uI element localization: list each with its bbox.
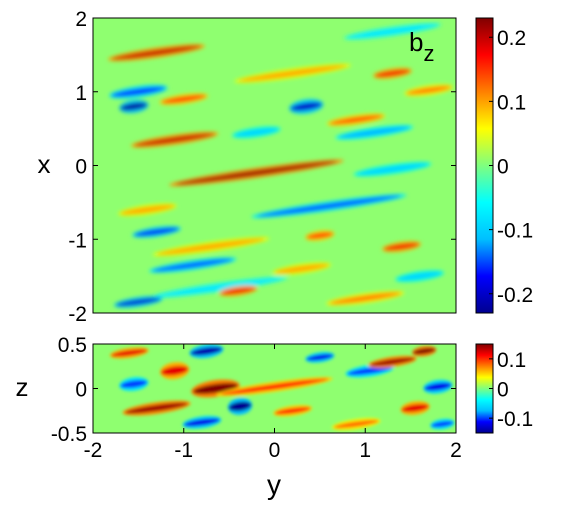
bottom-colorbar: -0.1 0 0.1 <box>475 343 533 434</box>
top-field-structure <box>238 65 347 82</box>
top-field-structure <box>306 232 334 239</box>
top-field-structure <box>290 102 322 111</box>
bottom-colorbar-ticks: -0.1 0 0.1 <box>489 349 533 431</box>
bottom-field-structure <box>412 348 436 355</box>
top-y-tick-label: -2 <box>68 303 87 326</box>
bottom-heatmap-streaks <box>109 344 455 431</box>
top-field-structure <box>220 287 257 295</box>
top-field-structure <box>257 195 401 217</box>
bottom-field-structure <box>306 354 334 361</box>
top-field-structure <box>134 227 179 236</box>
top-field-structure <box>161 95 207 104</box>
top-field-structure <box>374 69 411 77</box>
bottom-field-structure <box>333 419 379 429</box>
bottom-field-structure <box>370 357 415 366</box>
bottom-y-axis-label: z <box>16 372 29 402</box>
bottom-x-tick-label: 1 <box>359 439 371 462</box>
bottom-y-tick-label: 0.5 <box>58 334 87 357</box>
top-heatmap-streaks <box>107 22 454 308</box>
top-field-structure <box>383 243 420 251</box>
top-field-structure <box>329 292 402 304</box>
top-colorbar-tick-label: -0.1 <box>497 220 533 243</box>
bottom-colorbar-tick-label: 0.1 <box>497 349 526 372</box>
top-field-structure <box>397 272 443 281</box>
top-field-structure <box>175 161 338 185</box>
bottom-field-structure <box>401 404 429 413</box>
top-field-structure <box>115 297 161 306</box>
top-colorbar: -0.2 -0.1 0 0.1 0.2 <box>475 17 533 314</box>
bottom-y-tick-label: 0 <box>75 379 87 402</box>
top-y-tick-label: 0 <box>75 156 87 179</box>
field-annotation: bz <box>409 27 434 66</box>
bottom-y-tick-label: -0.5 <box>51 423 87 446</box>
top-colorbar-tick-label: 0 <box>497 156 509 179</box>
top-field-structure <box>406 86 452 95</box>
bottom-field-structure <box>125 402 188 414</box>
bottom-colorbar-tick-label: -0.1 <box>497 408 533 431</box>
bottom-panel: -0.5 0 0.5 -2 -1 0 1 2 z y -0.1 0 0.1 <box>16 334 534 500</box>
bottom-field-structure <box>431 421 454 428</box>
top-field-structure <box>111 86 166 97</box>
top-field-structure <box>347 24 438 39</box>
bottom-x-tick-label: -2 <box>84 439 103 462</box>
bottom-field-structure <box>111 349 148 357</box>
top-y-axis-ticks: -2 -1 0 1 2 <box>68 8 456 326</box>
top-colorbar-tick-label: 0.2 <box>497 27 526 50</box>
bottom-colorbar-tick-label: 0 <box>497 379 509 402</box>
top-y-axis-label: x <box>38 149 51 179</box>
top-colorbar-tick-label: 0.1 <box>497 91 526 114</box>
bottom-field-structure <box>220 378 329 395</box>
top-field-structure <box>356 163 429 175</box>
bottom-x-tick-label: 0 <box>269 439 281 462</box>
bottom-x-tick-label: 2 <box>450 439 462 462</box>
bottom-field-structure <box>190 346 223 356</box>
top-y-tick-label: -1 <box>68 229 87 252</box>
top-field-structure <box>120 205 175 215</box>
bottom-x-tick-label: -1 <box>174 439 193 462</box>
top-colorbar-ticks: -0.2 -0.1 0 0.1 0.2 <box>489 27 533 307</box>
top-y-tick-label: 1 <box>75 82 87 105</box>
top-field-structure <box>274 264 329 274</box>
top-field-structure <box>111 45 202 60</box>
top-field-structure <box>233 128 279 137</box>
bottom-x-axis-label: y <box>267 469 281 500</box>
top-panel: -2 -1 0 1 2 x bz -0.2 -0.1 0 0.1 0.2 <box>38 8 534 326</box>
bottom-field-structure <box>347 366 393 376</box>
bottom-field-structure <box>183 418 220 427</box>
top-field-structure <box>157 278 283 297</box>
top-colorbar-tick-label: -0.2 <box>497 284 533 307</box>
top-field-structure <box>120 102 148 111</box>
svg-text:bz: bz <box>409 27 434 66</box>
bottom-field-structure <box>228 401 252 411</box>
top-field-structure <box>329 115 384 125</box>
top-field-structure <box>157 238 265 255</box>
top-field-structure <box>152 258 234 272</box>
top-field-structure <box>134 133 216 146</box>
bottom-field-structure <box>120 380 148 389</box>
bottom-field-structure <box>424 382 452 391</box>
bottom-y-axis-ticks: -0.5 0 0.5 <box>51 334 456 446</box>
bottom-field-structure <box>274 407 311 415</box>
top-y-tick-label: 2 <box>75 8 87 31</box>
annotation-subscript: z <box>423 41 434 66</box>
bottom-field-structure <box>161 365 189 376</box>
annotation-base: b <box>409 27 423 57</box>
top-field-structure <box>338 126 411 138</box>
bottom-field-structure <box>193 383 238 394</box>
bottom-x-axis-ticks: -2 -1 0 1 2 <box>84 344 462 462</box>
